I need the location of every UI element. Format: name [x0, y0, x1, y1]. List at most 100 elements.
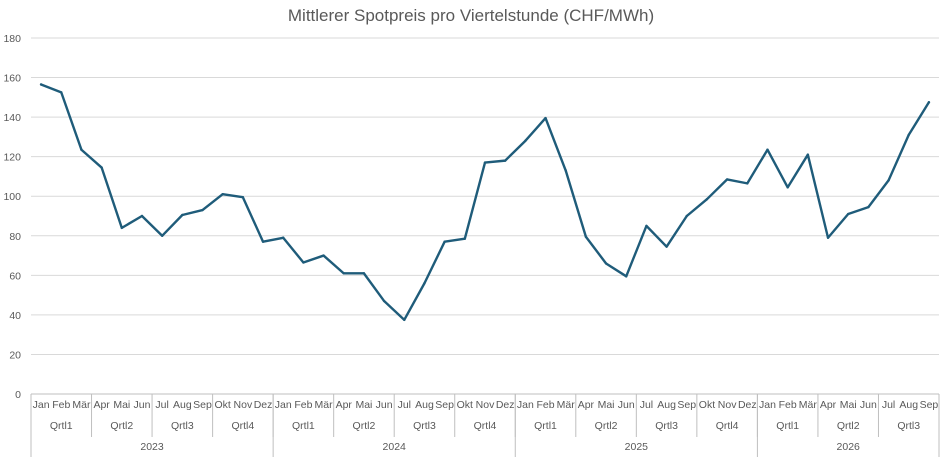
- data-point-9: [201, 208, 204, 212]
- data-point-29: [604, 262, 608, 265]
- data-point-39: [806, 153, 810, 156]
- x-tick-month-19: Jul: [398, 399, 411, 411]
- data-point-24: [503, 159, 507, 162]
- data-point-26: [544, 116, 547, 120]
- y-tick-label-120: 120: [3, 152, 21, 164]
- x-tick-quarter-6: Qrtl2: [353, 420, 376, 432]
- x-tick-month-10: Okt: [215, 399, 231, 411]
- data-point-12: [261, 240, 265, 243]
- data-point-32: [665, 245, 668, 248]
- x-tick-month-1: Jan: [33, 399, 50, 411]
- data-point-36: [746, 182, 749, 185]
- x-tick-month-44: Aug: [899, 399, 918, 411]
- x-tick-month-29: Mai: [598, 399, 615, 411]
- x-tick-year-2025: 2025: [625, 441, 649, 453]
- data-point-8: [181, 213, 184, 217]
- x-tick-quarter-4: Qrtl4: [231, 420, 254, 432]
- y-tick-label-160: 160: [3, 73, 21, 85]
- x-tick-month-25: Jan: [517, 399, 534, 411]
- y-tick-label-60: 60: [9, 270, 21, 282]
- x-tick-month-14: Feb: [294, 399, 312, 411]
- x-tick-quarter-13: Qrtl1: [776, 420, 799, 432]
- data-point-38: [786, 186, 789, 189]
- data-point-16: [342, 272, 345, 275]
- x-tick-quarter-14: Qrtl2: [837, 420, 860, 432]
- data-point-34: [705, 197, 709, 201]
- x-tick-quarter-3: Qrtl3: [171, 420, 194, 432]
- y-tick-label-100: 100: [3, 191, 21, 203]
- y-tick-label-20: 20: [9, 349, 21, 361]
- data-point-30: [625, 275, 628, 278]
- series-lines: [39, 83, 931, 322]
- x-tick-month-5: Mai: [113, 399, 130, 411]
- data-point-7: [160, 234, 164, 237]
- x-tick-month-11: Nov: [234, 399, 253, 411]
- x-tick-month-4: Apr: [93, 399, 110, 411]
- x-tick-quarter-11: Qrtl3: [655, 420, 678, 432]
- x-tick-quarter-7: Qrtl3: [413, 420, 436, 432]
- data-point-11: [241, 196, 245, 199]
- x-tick-quarter-2: Qrtl2: [110, 420, 133, 432]
- x-tick-month-32: Aug: [657, 399, 676, 411]
- y-tick-label-80: 80: [9, 231, 21, 243]
- data-point-18: [382, 299, 386, 303]
- data-point-3: [80, 148, 83, 151]
- data-point-25: [524, 139, 527, 143]
- x-tick-month-35: Nov: [718, 399, 737, 411]
- x-tick-quarter-12: Qrtl4: [716, 420, 739, 432]
- x-tick-quarter-15: Qrtl3: [897, 420, 920, 432]
- x-tick-quarter-5: Qrtl1: [292, 420, 315, 432]
- x-tick-month-39: Mär: [799, 399, 818, 411]
- x-tick-month-28: Apr: [578, 399, 595, 411]
- x-tick-month-43: Jul: [882, 399, 895, 411]
- data-point-40: [826, 236, 830, 239]
- data-point-1: [39, 83, 43, 86]
- data-point-28: [584, 235, 588, 238]
- x-tick-month-7: Jul: [155, 399, 168, 411]
- x-tick-month-9: Sep: [193, 399, 212, 411]
- x-tick-month-21: Sep: [435, 399, 454, 411]
- x-tick-month-17: Mai: [355, 399, 372, 411]
- x-tick-quarter-1: Qrtl1: [50, 420, 73, 432]
- data-point-13: [282, 236, 285, 239]
- data-point-10: [221, 193, 224, 196]
- x-tick-year-2024: 2024: [383, 441, 407, 453]
- x-tick-month-8: Aug: [173, 399, 192, 411]
- x-tick-quarter-10: Qrtl2: [595, 420, 618, 432]
- x-tick-month-27: Mär: [557, 399, 576, 411]
- y-axis-tick-labels: 0 20 40 60 80 100 120 140 160 180: [3, 33, 21, 401]
- data-point-2: [60, 91, 63, 94]
- data-point-4: [100, 166, 103, 169]
- data-point-37: [766, 148, 769, 151]
- data-point-23: [483, 161, 487, 164]
- data-point-15: [322, 254, 325, 257]
- x-tick-year-2026: 2026: [837, 441, 861, 453]
- x-tick-month-23: Nov: [476, 399, 495, 411]
- data-point-21: [443, 240, 446, 243]
- x-tick-month-3: Mär: [72, 399, 91, 411]
- x-tick-month-22: Okt: [457, 399, 473, 411]
- x-axis: Jan Feb Mär Apr Mai Jun Jul Aug Sep Okt Nov Dez Jan F…: [30, 393, 940, 457]
- y-tick-label-140: 140: [3, 112, 21, 124]
- series-line-1: [39, 83, 931, 322]
- x-tick-month-16: Apr: [336, 399, 353, 411]
- data-point-20: [423, 282, 426, 285]
- x-tick-month-40: Apr: [820, 399, 837, 411]
- data-point-45: [927, 101, 931, 104]
- x-tick-month-15: Mär: [315, 399, 334, 411]
- x-tick-month-45: Sep: [920, 399, 939, 411]
- data-point-33: [685, 214, 688, 218]
- gridlines: [31, 37, 939, 355]
- chart-title: Mittlerer Spotpreis pro Viertelstunde (C…: [288, 6, 654, 25]
- data-point-6: [140, 214, 144, 218]
- data-point-44: [907, 133, 910, 137]
- y-tick-label-180: 180: [3, 33, 21, 45]
- data-point-14: [302, 261, 305, 264]
- data-point-42: [867, 205, 870, 209]
- x-tick-month-2: Feb: [52, 399, 70, 411]
- x-tick-month-34: Okt: [699, 399, 715, 411]
- x-tick-month-36: Dez: [738, 399, 757, 411]
- x-tick-month-24: Dez: [496, 399, 515, 411]
- x-tick-month-31: Jul: [640, 399, 653, 411]
